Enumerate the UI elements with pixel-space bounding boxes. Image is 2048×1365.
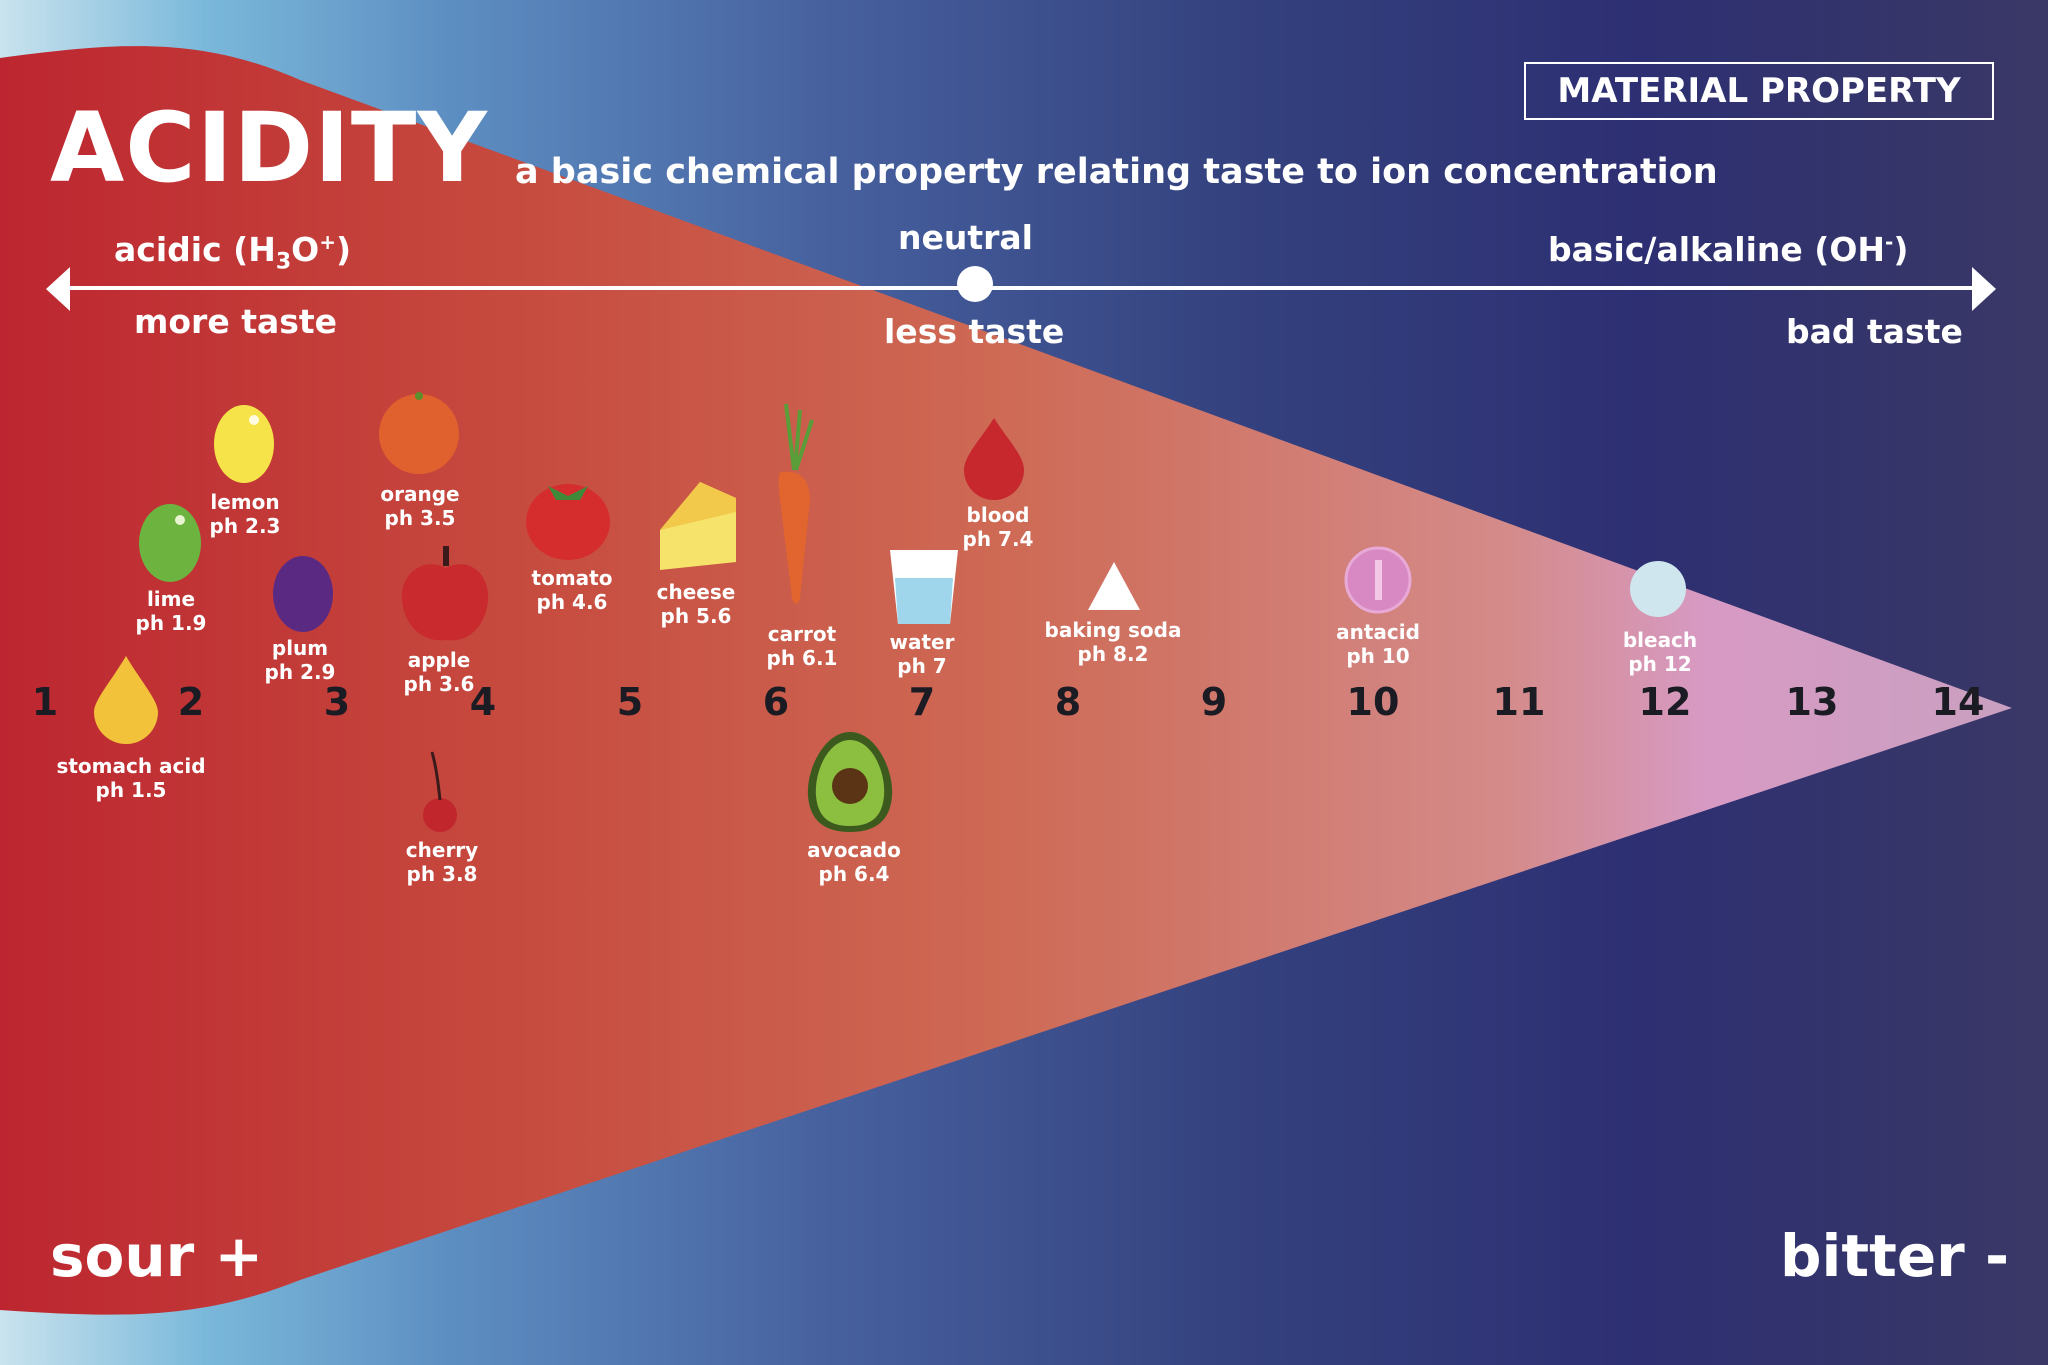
item-name: bleach bbox=[1622, 628, 1698, 652]
item-ph: ph 7.4 bbox=[962, 527, 1034, 551]
ph-tick-label: 7 bbox=[908, 680, 936, 724]
orange-icon bbox=[379, 394, 459, 474]
basic-label: basic/alkaline (OH-) bbox=[1548, 230, 1909, 269]
bad-taste-label: bad taste bbox=[1786, 312, 1963, 351]
item-name: tomato bbox=[531, 566, 613, 590]
item-label: carrot ph 6.1 bbox=[702, 622, 902, 670]
ph-tick-label: 12 bbox=[1638, 680, 1692, 724]
item-ph: ph 2.9 bbox=[264, 660, 336, 684]
cherry-icon bbox=[423, 798, 457, 832]
item-name: orange bbox=[380, 482, 460, 506]
arrow-right-icon bbox=[1972, 267, 1996, 311]
circle-icon bbox=[1630, 561, 1686, 617]
neutral-marker-icon bbox=[957, 266, 993, 302]
item-ph: ph 3.5 bbox=[384, 506, 456, 530]
item-label: lime ph 1.9 bbox=[71, 587, 271, 635]
item-label: bleach ph 12 bbox=[1560, 628, 1760, 676]
tomato-icon bbox=[526, 484, 610, 560]
blood-drop-icon bbox=[964, 418, 1024, 500]
item-ph: ph 12 bbox=[1628, 652, 1692, 676]
arrow-left-icon bbox=[46, 267, 70, 311]
item-label: blood ph 7.4 bbox=[898, 503, 1098, 551]
item-label: apple ph 3.6 bbox=[339, 648, 539, 696]
lime-icon bbox=[139, 504, 201, 582]
item-name: avocado bbox=[807, 838, 901, 862]
item-name: cheese bbox=[656, 580, 736, 604]
item-label: baking soda ph 8.2 bbox=[1013, 618, 1213, 666]
item-name: apple bbox=[407, 648, 471, 672]
triangle-icon bbox=[1088, 562, 1140, 610]
ph-tick-label: 8 bbox=[1054, 680, 1082, 724]
acidic-label: acidic (H3O+) bbox=[114, 230, 352, 275]
ph-tick-label: 6 bbox=[762, 680, 790, 724]
page-subtitle: a basic chemical property relating taste… bbox=[515, 152, 1718, 192]
less-taste-label: less taste bbox=[884, 312, 1065, 351]
page-title: ACIDITY bbox=[50, 92, 488, 204]
item-label: cherry ph 3.8 bbox=[342, 838, 542, 886]
carrot-icon bbox=[778, 471, 810, 604]
item-name: blood bbox=[966, 503, 1030, 527]
ph-axis-line bbox=[60, 286, 1985, 290]
item-name: cherry bbox=[405, 838, 479, 862]
item-name: plum bbox=[271, 636, 329, 660]
item-label: plum ph 2.9 bbox=[200, 636, 400, 684]
ph-tick-label: 4 bbox=[469, 680, 497, 724]
ph-tick-label: 13 bbox=[1785, 680, 1839, 724]
item-ph: ph 8.2 bbox=[1077, 642, 1149, 666]
item-name: water bbox=[889, 630, 955, 654]
item-ph: ph 1.9 bbox=[135, 611, 207, 635]
item-ph: ph 6.4 bbox=[818, 862, 890, 886]
item-label: avocado ph 6.4 bbox=[754, 838, 954, 886]
item-ph: ph 1.5 bbox=[95, 778, 167, 802]
sour-label: sour + bbox=[50, 1222, 264, 1290]
ph-tick-label: 1 bbox=[31, 680, 59, 724]
item-name: lemon bbox=[210, 490, 280, 514]
ph-tick-label: 10 bbox=[1346, 680, 1400, 724]
item-name: lime bbox=[146, 587, 196, 611]
bitter-label: bitter - bbox=[1780, 1222, 2010, 1290]
item-ph: ph 3.8 bbox=[406, 862, 478, 886]
item-ph: ph 5.6 bbox=[660, 604, 732, 628]
ph-tick-label: 2 bbox=[177, 680, 205, 724]
ph-tick-label: 3 bbox=[323, 680, 351, 724]
item-ph: ph 6.1 bbox=[766, 646, 838, 670]
drop-icon bbox=[94, 656, 158, 744]
item-name: carrot bbox=[767, 622, 837, 646]
ph-tick-label: 11 bbox=[1492, 680, 1546, 724]
item-label: tomato ph 4.6 bbox=[472, 566, 672, 614]
item-ph: ph 7 bbox=[897, 654, 947, 678]
more-taste-label: more taste bbox=[134, 302, 338, 341]
item-label: stomach acid ph 1.5 bbox=[31, 754, 231, 802]
plum-icon bbox=[273, 556, 333, 632]
item-label: lemon ph 2.3 bbox=[145, 490, 345, 538]
item-label: cheese ph 5.6 bbox=[596, 580, 796, 628]
item-label: antacid ph 10 bbox=[1278, 620, 1478, 668]
item-ph: ph 4.6 bbox=[536, 590, 608, 614]
item-ph: ph 2.3 bbox=[209, 514, 281, 538]
material-property-badge: MATERIAL PROPERTY bbox=[1524, 62, 1994, 120]
neutral-label: neutral bbox=[898, 218, 1033, 257]
item-label: orange ph 3.5 bbox=[320, 482, 520, 530]
item-ph: ph 10 bbox=[1346, 644, 1410, 668]
item-name: baking soda bbox=[1044, 618, 1182, 642]
item-label: water ph 7 bbox=[822, 630, 1022, 678]
ph-tick-label: 5 bbox=[616, 680, 644, 724]
item-name: antacid bbox=[1336, 620, 1420, 644]
item-ph: ph 3.6 bbox=[403, 672, 475, 696]
apple-icon bbox=[401, 564, 489, 641]
ph-tick-label: 14 bbox=[1931, 680, 1985, 724]
item-name: stomach acid bbox=[56, 754, 206, 778]
ph-tick-label: 9 bbox=[1200, 680, 1228, 724]
lemon-icon bbox=[214, 405, 274, 483]
